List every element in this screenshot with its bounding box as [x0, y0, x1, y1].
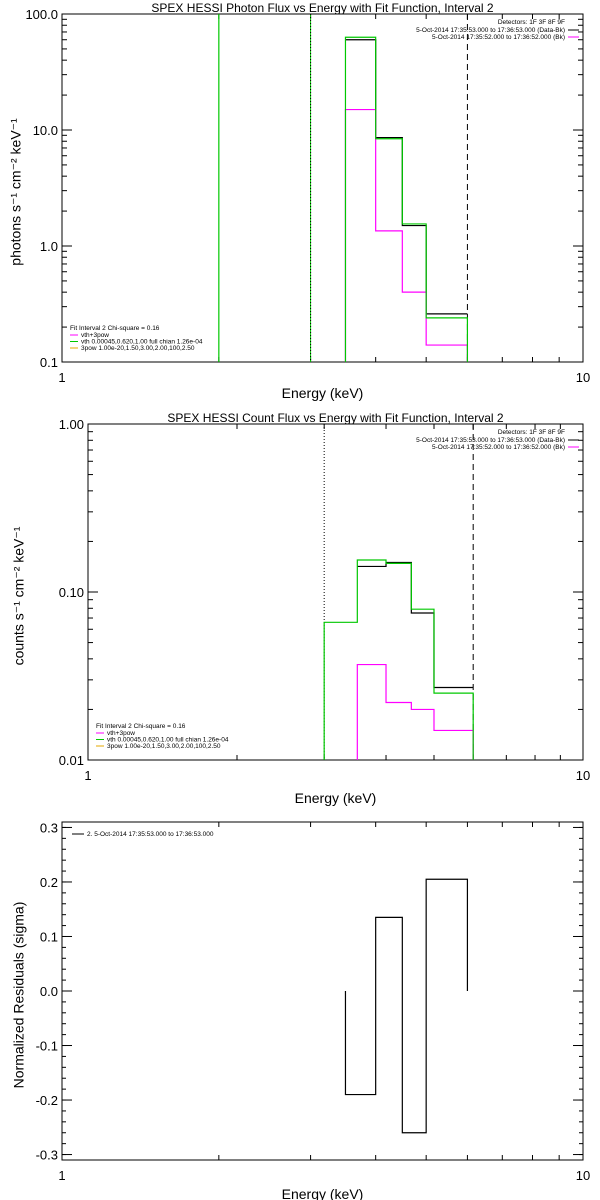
legend-detectors-header: Detectors: 1F 3F 8F 9F: [498, 19, 565, 26]
y-tick-label: 0.3: [40, 820, 58, 835]
count-series-1: [356, 663, 474, 760]
y-axis-label: counts s⁻¹ cm⁻² keV⁻¹: [10, 526, 26, 665]
legend-fit-item: vth 0.00045,0.620,1.00 full chian 1.26e-…: [107, 737, 229, 744]
count-series-0: [357, 561, 474, 689]
y-tick-label: 0.2: [40, 875, 58, 890]
chart-title: SPEX HESSI Count Flux vs Energy with Fit…: [167, 411, 503, 425]
y-tick-label: -0.3: [36, 1148, 58, 1163]
y-tick-label: 0.0: [40, 984, 58, 999]
photon-series-2: [344, 36, 469, 362]
chart-title: SPEX HESSI Photon Flux vs Energy with Fi…: [151, 1, 493, 15]
legend-detector-item: 5-Oct-2014 17:35:53.000 to 17:36:53.000 …: [416, 27, 565, 34]
residuals-panel: 1 10 -0.3 -0.2 -0.1 0.0 0.1 0.2 0.3 Energy (keV) N…: [10, 820, 590, 1200]
y-tick-label: 1.0: [40, 239, 58, 254]
legend-fit-header: Fit Interval 2 Chi-square = 0.16: [96, 723, 186, 730]
count-panel: SPEX HESSI Count Flux vs Energy with Fit…: [10, 411, 590, 806]
y-tick-label: 10.0: [33, 123, 58, 138]
legend-fit-header: Fit Interval 2 Chi-square = 0.16: [70, 325, 160, 332]
legend-detector-item: 5-Oct-2014 17:35:52.000 to 17:36:52.000 …: [432, 34, 565, 41]
legend-fit-item: vth+3pow: [107, 730, 135, 737]
photon-panel: SPEX HESSI Photon Flux vs Energy with Fi…: [7, 1, 590, 401]
y-tick-label: 0.1: [40, 929, 58, 944]
legend-detector-item: 5-Oct-2014 17:35:52.000 to 17:36:52.000 …: [432, 444, 565, 451]
x-tick-label: 1: [58, 1168, 65, 1183]
x-axis-label: Energy (keV): [282, 385, 364, 401]
y-axis-label: photons s⁻¹ cm⁻² keV⁻¹: [7, 118, 23, 266]
x-axis-label: Energy (keV): [282, 1186, 364, 1200]
x-axis-label: Energy (keV): [295, 790, 377, 806]
x-tick-label: 10: [576, 1168, 590, 1183]
plot-frame: [61, 821, 584, 1161]
plot-frame: [87, 423, 584, 761]
count-series-2: [323, 559, 474, 760]
y-tick-label: -0.2: [36, 1093, 58, 1108]
x-tick-label: 1: [58, 370, 65, 385]
y-tick-label: 0.01: [59, 753, 84, 768]
y-axis-label: Normalized Residuals (sigma): [10, 902, 26, 1089]
x-tick-label: 10: [576, 768, 590, 783]
residuals-series-0: [344, 878, 469, 1134]
x-tick-label: 10: [576, 370, 590, 385]
y-tick-label: 0.10: [59, 585, 84, 600]
legend-residual-item: 2. 5-Oct-2014 17:35:53.000 to 17:36:53.0…: [87, 831, 214, 838]
photon-series-0: [345, 39, 468, 315]
y-tick-label: 100.0: [25, 7, 58, 22]
legend-fit-item: 3pow 1.00e-20,1.50,3.00,2.00,100,2.50: [81, 345, 195, 352]
legend-detector-item: 5-Oct-2014 17:35:53.000 to 17:36:53.000 …: [416, 437, 565, 444]
legend-detectors-header: Detectors: 1F 3F 8F 9F: [498, 429, 565, 436]
plot-frame: [61, 13, 584, 363]
y-tick-label: 0.1: [40, 355, 58, 370]
legend-fit-item: 3pow 1.00e-20,1.50,3.00,2.00,100,2.50: [107, 743, 221, 750]
photon-series-1: [344, 108, 469, 362]
x-tick-label: 1: [84, 768, 91, 783]
legend-fit-item: vth 0.00045,0.620,1.00 full chian 1.26e-…: [81, 339, 203, 346]
y-tick-label: -0.1: [36, 1039, 58, 1054]
legend-fit-item: vth+3pow: [81, 332, 109, 339]
y-tick-label: 1.00: [59, 417, 84, 432]
